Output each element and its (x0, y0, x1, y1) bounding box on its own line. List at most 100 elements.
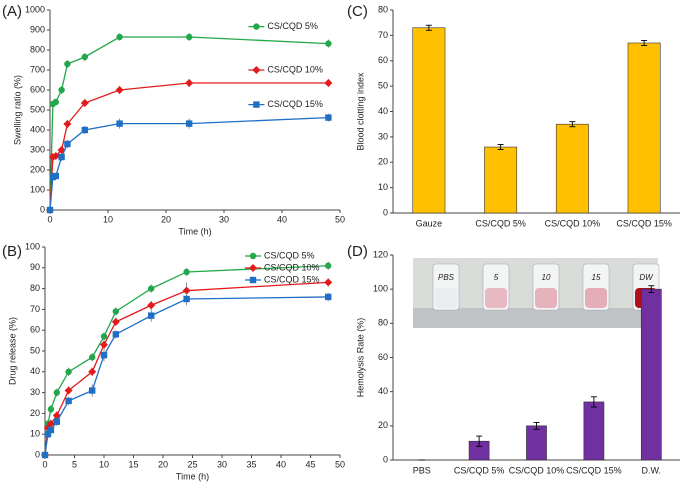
data-point (44, 431, 52, 438)
data-point (325, 262, 332, 269)
y-tick-label: 70 (378, 30, 388, 40)
x-tick-label: 0 (42, 459, 47, 469)
y-tick-label: 20 (378, 157, 388, 167)
data-point (64, 386, 73, 395)
panel-label: (D) (347, 243, 368, 260)
data-point (47, 406, 55, 413)
panel-label: (A) (2, 3, 22, 20)
bar (627, 42, 661, 214)
y-tick-label: 60 (378, 352, 388, 362)
y-tick-label: 40 (378, 386, 388, 396)
bar (555, 123, 589, 214)
x-tick-label: D.W. (642, 465, 662, 475)
y-tick-label: 10 (30, 429, 40, 439)
series-line (49, 116, 329, 211)
data-point (183, 268, 190, 276)
data-point (325, 40, 332, 47)
data-point (81, 53, 89, 61)
legend-label: CS/CQD 10% (264, 262, 320, 272)
x-tick-label: Gauze (416, 218, 443, 228)
legend-marker (249, 276, 257, 284)
data-point (51, 152, 60, 160)
data-point (53, 418, 60, 425)
y-tick-label: 100 (25, 241, 40, 251)
y-tick-label: 60 (378, 55, 388, 65)
x-tick-label: 10 (103, 214, 113, 224)
data-point (325, 293, 332, 301)
x-tick-label: 10 (99, 459, 109, 469)
x-axis-label: Time (h) (176, 471, 209, 481)
legend-label: CS/CQD 10% (267, 64, 323, 74)
data-point (47, 426, 55, 434)
y-axis-label: Blood clotting index (355, 72, 365, 151)
y-tick-label: 400 (30, 124, 45, 134)
x-tick-label: 40 (277, 214, 287, 224)
tube-label: PBS (438, 273, 455, 282)
data-point (100, 333, 108, 340)
data-point (112, 331, 119, 338)
data-point (112, 308, 120, 315)
tube-label: 15 (592, 273, 601, 282)
x-tick-label: 40 (276, 459, 286, 469)
legend-label: CS/CQD 5% (267, 21, 318, 31)
y-tick-label: 100 (30, 184, 45, 194)
x-tick-label: CS/CQD 5% (454, 465, 505, 475)
data-point (53, 389, 60, 396)
data-point (89, 387, 96, 394)
y-tick-label: 900 (30, 24, 45, 34)
data-point (324, 79, 333, 87)
y-tick-label: 50 (378, 81, 388, 91)
data-point (58, 153, 65, 161)
tube-liquid (535, 288, 557, 308)
x-axis-label: Time (h) (178, 226, 211, 236)
data-point (63, 120, 72, 128)
y-axis-label: Drug release (%) (7, 317, 17, 385)
photo-table (413, 308, 658, 328)
data-point (65, 397, 72, 405)
y-axis-label: Hemolysis Rate (%) (355, 318, 365, 398)
x-tick-label: 20 (158, 459, 168, 469)
y-tick-label: 0 (40, 204, 45, 214)
data-point (81, 126, 88, 134)
data-point (186, 120, 193, 127)
bar (640, 288, 662, 461)
data-point (100, 340, 108, 349)
data-point (185, 79, 194, 87)
y-tick-label: 90 (30, 262, 40, 272)
x-tick-label: PBS (413, 465, 431, 475)
y-tick-label: 40 (378, 106, 388, 116)
legend-label: CS/CQD 15% (267, 99, 323, 109)
data-point (116, 120, 123, 127)
y-tick-label: 80 (378, 4, 388, 14)
data-point (64, 140, 71, 148)
y-tick-label: 0 (383, 454, 388, 464)
legend-marker (252, 66, 261, 74)
y-tick-label: 80 (30, 283, 40, 293)
data-point (41, 451, 49, 459)
x-tick-label: 25 (187, 459, 197, 469)
bar (412, 27, 446, 214)
legend-label: CS/CQD 15% (264, 274, 320, 284)
legend-marker (249, 264, 257, 272)
y-tick-label: 800 (30, 44, 45, 54)
x-tick-label: CS/CQD 10% (509, 465, 565, 475)
y-tick-label: 300 (30, 144, 45, 154)
tube-liquid (435, 288, 457, 308)
x-tick-label: CS/CQD 5% (475, 218, 526, 228)
y-tick-label: 30 (30, 387, 40, 397)
y-tick-label: 200 (30, 164, 45, 174)
y-tick-label: 100 (373, 284, 388, 294)
bar (484, 146, 518, 214)
data-point (88, 367, 97, 376)
x-tick-label: 20 (161, 214, 171, 224)
data-point (58, 86, 65, 94)
y-tick-label: 50 (30, 345, 40, 355)
panel-label: (B) (2, 243, 22, 260)
x-tick-label: CS/CQD 15% (566, 465, 622, 475)
data-point (324, 278, 333, 287)
data-point (100, 351, 108, 359)
y-tick-label: 80 (378, 318, 388, 328)
data-point (325, 114, 332, 121)
x-tick-label: 45 (305, 459, 315, 469)
